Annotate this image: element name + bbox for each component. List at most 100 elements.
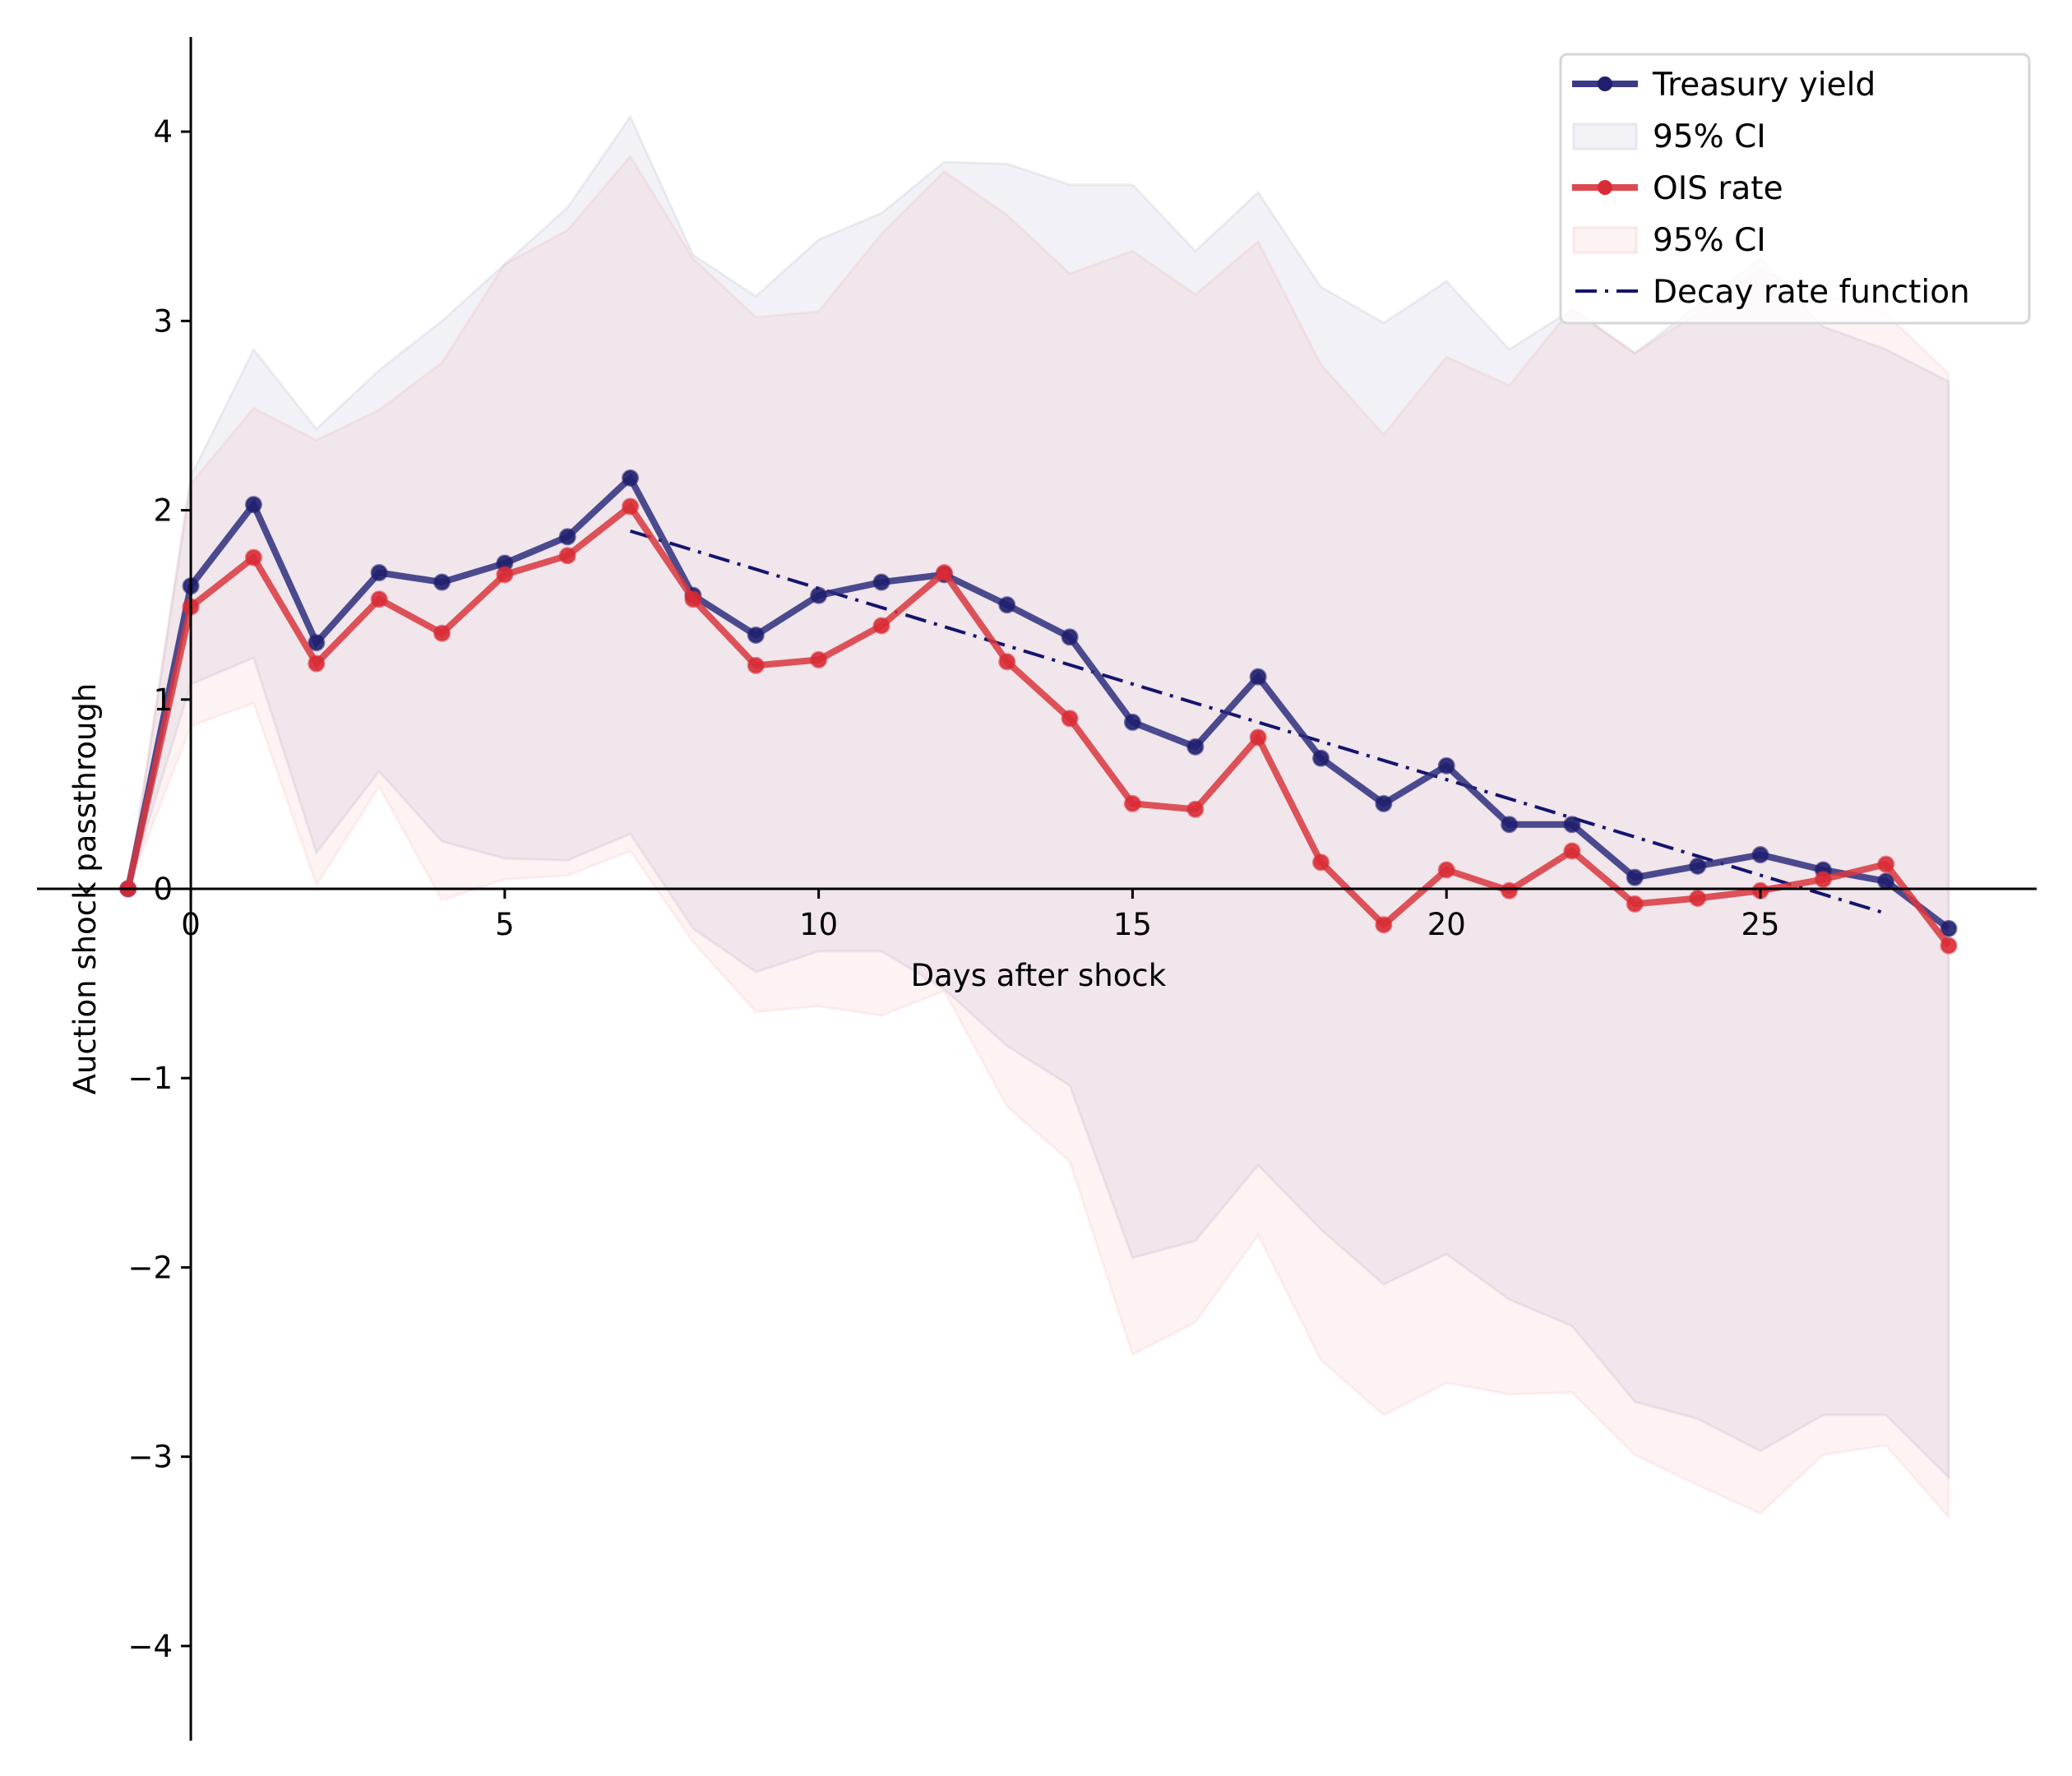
data-point-ois-rate	[1689, 890, 1707, 908]
data-point-ois-rate	[1061, 710, 1079, 728]
x-tick-label: 10	[799, 907, 838, 942]
legend-patch-icon	[1572, 226, 1638, 254]
x-tick-label: 5	[495, 907, 515, 942]
x-tick: 20	[1427, 889, 1466, 942]
legend-item: Decay rate function	[1575, 274, 1970, 311]
y-tick: 1	[154, 682, 192, 718]
data-point-ois-rate	[810, 650, 828, 668]
data-point-treasury-yield	[1626, 868, 1644, 886]
x-tick: 10	[799, 889, 838, 942]
data-point-ois-rate	[558, 547, 576, 565]
legend-frame	[1559, 53, 2031, 325]
y-tick-label: 0	[154, 872, 173, 907]
data-point-ois-rate	[1123, 794, 1141, 812]
legend-item: Treasury yield	[1572, 67, 1875, 104]
legend-item: 95% CI	[1572, 118, 1766, 155]
data-point-treasury-yield	[747, 627, 765, 645]
legend-label: OIS rate	[1653, 170, 1783, 207]
data-point-treasury-yield	[1751, 846, 1769, 864]
data-point-ois-rate	[1249, 728, 1267, 747]
x-ticks: 0 5 10 15 20 25	[181, 889, 1780, 942]
data-point-ois-rate	[1877, 855, 1895, 873]
legend-label: Decay rate function	[1653, 274, 1970, 311]
data-point-treasury-yield	[1940, 919, 1958, 937]
legend-label: Treasury yield	[1652, 67, 1875, 104]
data-point-ois-rate	[622, 497, 640, 516]
data-point-treasury-yield	[1501, 816, 1519, 834]
data-point-treasury-yield	[1375, 794, 1393, 812]
x-tick: 25	[1741, 889, 1780, 942]
x-tick: 5	[495, 889, 515, 942]
y-tick: −1	[128, 1061, 192, 1096]
y-tick-label: 3	[154, 303, 173, 339]
x-axis-label: Days after shock	[911, 958, 1167, 993]
data-point-treasury-yield	[1249, 668, 1267, 686]
series-treasury-yield	[119, 469, 1958, 937]
y-tick: −2	[128, 1250, 192, 1285]
y-tick-label: −3	[128, 1440, 173, 1475]
data-point-ois-rate	[935, 564, 953, 582]
axes: 0 5 10 15 20 25 −4 −3 −2 −1 0 1 2 3 4 Days after shoc…	[37, 37, 2037, 1741]
y-tick: 0	[154, 872, 192, 907]
data-point-treasury-yield	[370, 564, 388, 582]
series-line-treasury-yield	[124, 472, 1951, 932]
y-tick-label: −2	[128, 1250, 173, 1285]
data-point-ois-rate	[433, 624, 451, 642]
x-tick: 15	[1113, 889, 1152, 942]
x-tick-label: 0	[181, 907, 201, 942]
data-point-ois-rate	[998, 653, 1016, 671]
legend: Treasury yield 95% CI OIS rate 95% CI Decay …	[1559, 53, 2031, 325]
data-point-ois-rate	[1501, 881, 1519, 900]
data-point-ois-rate	[1312, 853, 1330, 872]
data-point-ois-rate	[1626, 895, 1644, 913]
y-tick-label: −1	[128, 1061, 173, 1096]
legend-marker-icon	[1598, 180, 1612, 195]
data-point-treasury-yield	[1312, 749, 1330, 767]
data-point-ois-rate	[370, 590, 388, 608]
data-point-ois-rate	[1437, 861, 1455, 879]
data-point-treasury-yield	[1437, 756, 1455, 775]
series-line-ois-rate	[124, 502, 1952, 948]
x-tick-label: 25	[1741, 907, 1779, 942]
legend-label: 95% CI	[1653, 222, 1766, 259]
data-point-ois-rate	[1563, 842, 1581, 860]
data-point-treasury-yield	[1186, 738, 1205, 756]
data-point-treasury-yield	[558, 528, 576, 546]
decay-line	[629, 529, 1887, 915]
y-tick: 2	[154, 493, 192, 529]
data-point-treasury-yield	[308, 634, 326, 652]
y-tick-label: 2	[154, 493, 173, 529]
data-point-treasury-yield	[810, 586, 828, 604]
data-point-ois-rate	[1814, 870, 1832, 888]
data-point-treasury-yield	[622, 469, 640, 487]
data-point-ois-rate	[1375, 916, 1393, 934]
y-tick: 3	[154, 303, 192, 339]
y-tick: −3	[128, 1440, 192, 1475]
y-axis-label: Auction shock passthrough	[67, 683, 103, 1095]
data-point-treasury-yield	[1123, 713, 1141, 731]
x-tick-label: 15	[1113, 907, 1152, 942]
data-point-treasury-yield	[1061, 628, 1079, 646]
decay-rate-function	[629, 529, 1887, 915]
data-point-ois-rate	[308, 654, 326, 673]
data-point-treasury-yield	[244, 496, 262, 514]
data-point-treasury-yield	[1689, 857, 1707, 875]
y-tick: −4	[128, 1629, 192, 1664]
confidence-bands	[127, 113, 1950, 1521]
legend-item: OIS rate	[1572, 170, 1783, 207]
data-point-ois-rate	[1940, 937, 1958, 955]
legend-label: 95% CI	[1653, 118, 1766, 155]
data-point-treasury-yield	[433, 573, 451, 591]
data-point-ois-rate	[747, 656, 765, 674]
x-tick: 0	[181, 889, 201, 942]
legend-marker-icon	[1598, 76, 1612, 91]
data-point-ois-rate	[244, 548, 262, 567]
data-point-ois-rate	[872, 617, 890, 635]
y-tick: 4	[154, 114, 192, 150]
y-tick-label: 1	[154, 682, 173, 718]
y-tick-label: −4	[128, 1629, 173, 1664]
x-tick-label: 20	[1427, 907, 1466, 942]
data-point-treasury-yield	[872, 573, 890, 591]
legend-patch-icon	[1572, 123, 1638, 150]
